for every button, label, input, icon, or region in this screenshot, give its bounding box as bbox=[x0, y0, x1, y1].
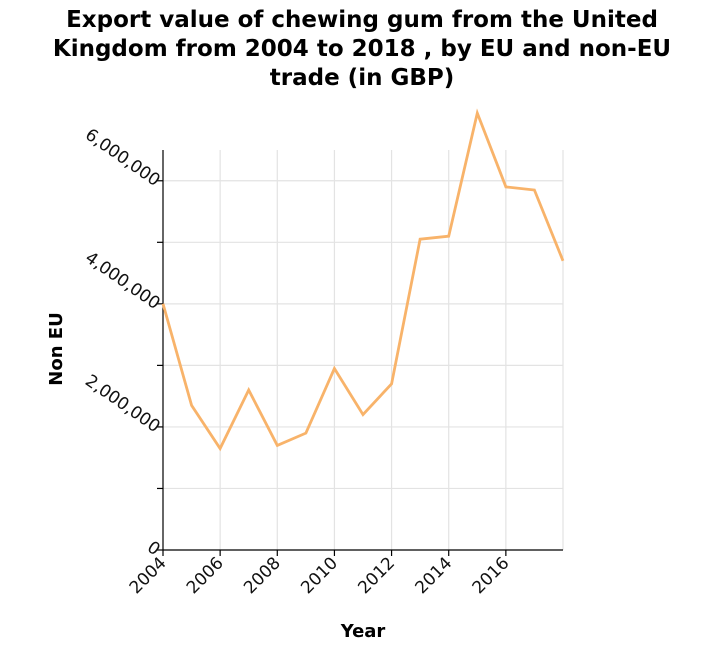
y-tick-label: 2,000,000 bbox=[81, 371, 163, 437]
x-tick-label: 2012 bbox=[354, 553, 399, 598]
x-tick-label: 2010 bbox=[297, 553, 342, 598]
series-line bbox=[161, 108, 565, 452]
chart-title-line-2: Kingdom from 2004 to 2018 , by EU and no… bbox=[52, 36, 672, 62]
x-tick-label: 2016 bbox=[469, 553, 514, 598]
chart-title-line-3: trade (in GBP) bbox=[269, 65, 455, 91]
x-tick-label: 2014 bbox=[412, 553, 457, 598]
x-tick-label: 2004 bbox=[126, 553, 171, 598]
x-axis-ticks: 2004 2006 2008 2010 2012 2014 2016 bbox=[126, 550, 514, 598]
grid bbox=[163, 150, 564, 550]
series-group bbox=[161, 108, 565, 452]
axes bbox=[162, 150, 563, 551]
x-tick-label: 2008 bbox=[240, 553, 285, 598]
chart-title: Export value of chewing gum from the Uni… bbox=[0, 6, 724, 93]
x-axis-title: Year bbox=[340, 621, 386, 642]
y-tick-label: 4,000,000 bbox=[81, 248, 163, 314]
chart-title-line-1: Export value of chewing gum from the Uni… bbox=[66, 7, 658, 33]
y-axis-title: Non EU bbox=[46, 312, 67, 385]
y-tick-label: 6,000,000 bbox=[81, 125, 163, 191]
x-tick-label: 2006 bbox=[183, 553, 228, 598]
